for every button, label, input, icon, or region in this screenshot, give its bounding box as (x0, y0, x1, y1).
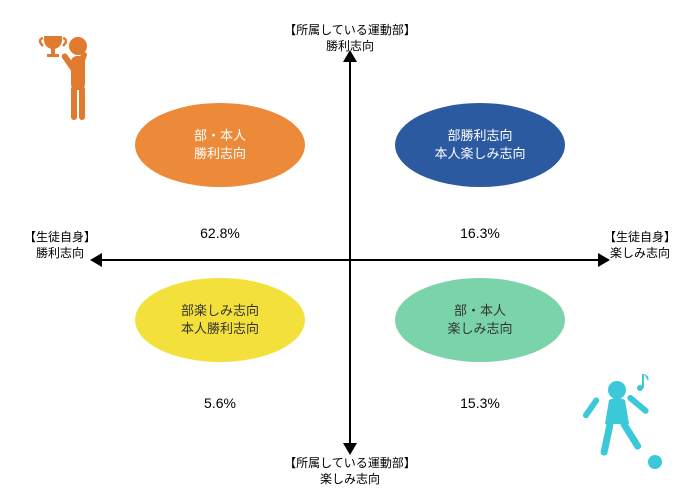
q4-label-line1: 部・本人 (454, 303, 506, 318)
axis-label-left-line2: 勝利志向 (36, 246, 84, 260)
q4-percent: 15.3% (460, 395, 500, 411)
q2-label-line1: 部・本人 (194, 128, 246, 143)
q3-percent: 5.6% (204, 395, 236, 411)
y-axis-line (349, 60, 351, 445)
axis-label-left: 【生徒自身】 勝利志向 (24, 229, 96, 261)
quadrant-top-right: 部勝利志向 本人楽しみ志向 (395, 103, 565, 187)
y-axis-arrow-bottom (343, 443, 357, 455)
q2-percent: 62.8% (200, 225, 240, 241)
axis-label-right-line2: 楽しみ志向 (610, 246, 670, 260)
axis-label-top: 【所属している運動部】 勝利志向 (284, 22, 416, 54)
q1-label-line1: 部勝利志向 (447, 128, 512, 143)
q1-label-line2: 本人楽しみ志向 (434, 146, 525, 161)
trophy-person-icon (30, 28, 112, 133)
quadrant-bottom-right: 部・本人 楽しみ志向 (395, 278, 565, 362)
q1-percent: 16.3% (460, 225, 500, 241)
axis-label-bottom-line1: 【所属している運動部】 (284, 456, 416, 470)
quadrant-top-left: 部・本人 勝利志向 (135, 103, 305, 187)
axis-label-bottom-line2: 楽しみ志向 (320, 472, 380, 486)
axis-label-top-line2: 勝利志向 (326, 39, 374, 53)
quadrant-bottom-left: 部楽しみ志向 本人勝利志向 (135, 278, 305, 362)
axis-label-right: 【生徒自身】 楽しみ志向 (604, 229, 676, 261)
q3-label-line1: 部楽しみ志向 (181, 303, 259, 318)
axis-label-right-line1: 【生徒自身】 (604, 230, 676, 244)
q2-label-line2: 勝利志向 (194, 146, 246, 161)
soccer-person-icon (575, 372, 675, 487)
q3-label-line2: 本人勝利志向 (181, 321, 259, 336)
axis-label-top-line1: 【所属している運動部】 (284, 23, 416, 37)
axis-label-left-line1: 【生徒自身】 (24, 230, 96, 244)
q4-label-line2: 楽しみ志向 (447, 321, 512, 336)
axis-label-bottom: 【所属している運動部】 楽しみ志向 (284, 455, 416, 487)
quadrant-diagram: { "canvas": { "width": 700, "height": 50… (0, 0, 700, 500)
